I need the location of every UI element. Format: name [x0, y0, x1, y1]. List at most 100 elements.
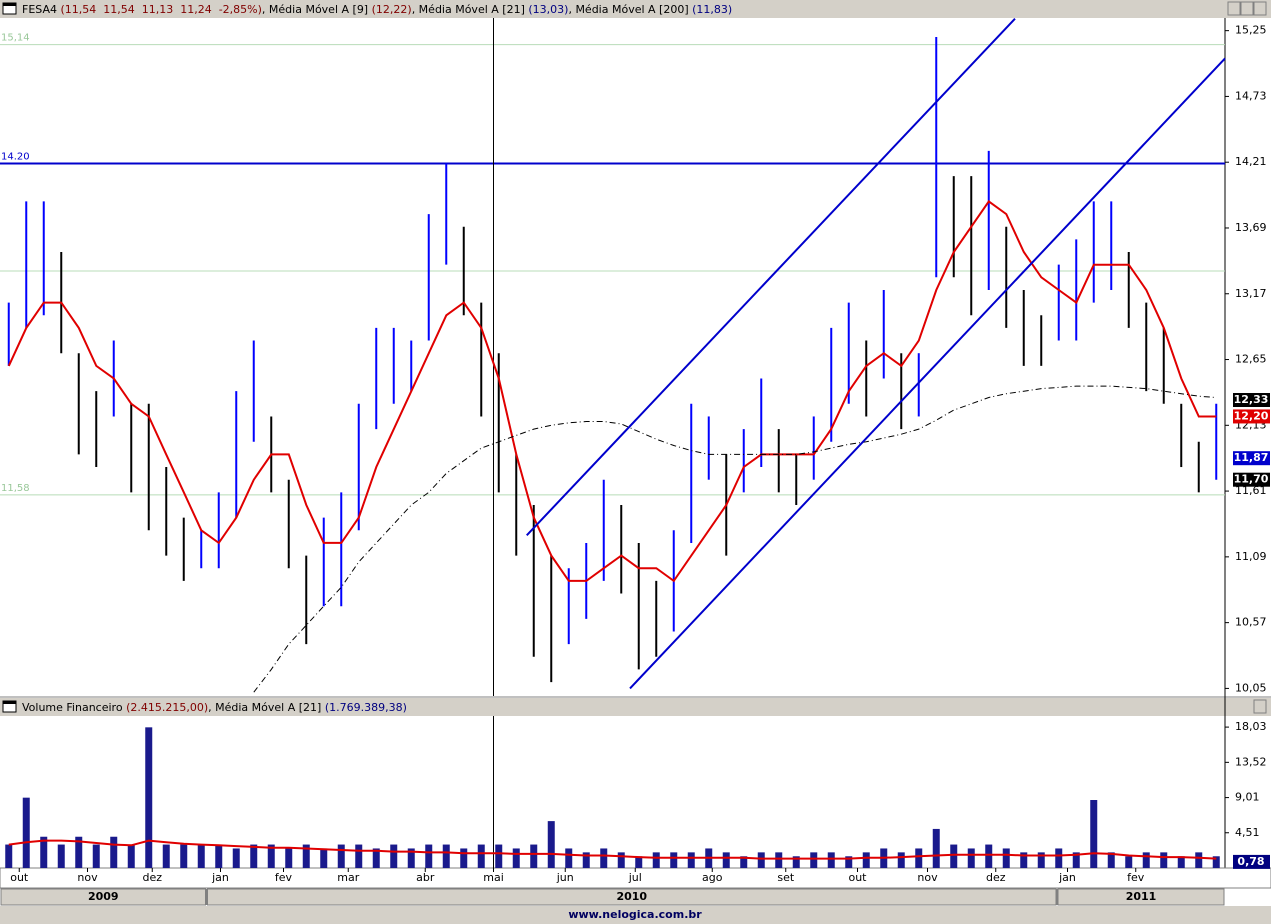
- trend-line: [526, 17, 1016, 537]
- window-icon-bar: [3, 701, 16, 704]
- volume-bar: [1125, 856, 1133, 868]
- volume-bar: [1177, 856, 1185, 868]
- volume-bar: [92, 844, 100, 868]
- volume-bar: [390, 844, 398, 868]
- volume-bar: [162, 844, 170, 868]
- x-tick-label: dez: [142, 871, 162, 884]
- volume-bar: [1107, 852, 1115, 868]
- price-tag-label: 12,20: [1234, 409, 1269, 422]
- volume-bar: [407, 848, 415, 868]
- volume-bar: [932, 828, 940, 868]
- volume-bar: [1055, 848, 1063, 868]
- legend-item: Volume Financeiro: [22, 701, 126, 714]
- legend-item: FESA4: [22, 3, 60, 16]
- y-tick-label: 13,17: [1235, 287, 1267, 300]
- x-tick-label: mar: [337, 871, 359, 884]
- close-button[interactable]: [1253, 699, 1267, 714]
- y-tick-label: 11,61: [1235, 484, 1267, 497]
- volume-bar: [57, 844, 65, 868]
- year-cell: [207, 888, 1057, 906]
- x-tick-label: mai: [483, 871, 504, 884]
- volume-bar: [1002, 848, 1010, 868]
- volume-bar: [722, 852, 730, 868]
- y-tick-label: 12,65: [1235, 353, 1267, 366]
- volume-bar: [337, 844, 345, 868]
- x-tick-label: set: [777, 871, 794, 884]
- x-tick-label: abr: [416, 871, 435, 884]
- legend-item: (11,83): [692, 3, 732, 16]
- volume-bar: [197, 844, 205, 868]
- year-label: 2011: [1126, 890, 1157, 903]
- volume-bar: [862, 852, 870, 868]
- y-tick-label: 15,25: [1235, 24, 1267, 37]
- volume-bar: [1037, 852, 1045, 868]
- y-tick-label: 13,69: [1235, 221, 1267, 234]
- volume-bar: [1142, 852, 1150, 868]
- volume-bar: [967, 848, 975, 868]
- volume-bar: [512, 848, 520, 868]
- price-tag-label: 12,33: [1234, 393, 1269, 406]
- x-tick-label: jan: [211, 871, 229, 884]
- volume-bar: [985, 844, 993, 868]
- legend-item: (2.415.215,00): [126, 701, 208, 714]
- price-tag-label: 11,87: [1234, 451, 1269, 464]
- volume-bar: [740, 856, 748, 868]
- maximize-button[interactable]: [1227, 1, 1241, 16]
- legend-item: (13,03): [528, 3, 568, 16]
- legend-item: (11,54 11,54 11,13 11,24 -2,85%): [60, 3, 261, 16]
- legend-item: , Média Móvel A [9]: [262, 3, 372, 16]
- volume-bar: [810, 852, 818, 868]
- footer-url: www.nelogica.com.br: [568, 908, 702, 921]
- price-pane-header: [0, 0, 1271, 18]
- x-tick-label: fev: [275, 871, 293, 884]
- year-label: 2010: [616, 890, 647, 903]
- x-tick-label: ago: [702, 871, 723, 884]
- y-tick-label: 9,01: [1235, 791, 1260, 804]
- close-button[interactable]: [1253, 1, 1267, 16]
- volume-bar: [232, 848, 240, 868]
- price-tag: [1233, 393, 1270, 408]
- volume-bar: [40, 836, 48, 868]
- volume-bar: [897, 852, 905, 868]
- x-tick-label: jul: [628, 871, 642, 884]
- volume-bar: [5, 844, 13, 868]
- volume-bar: [582, 852, 590, 868]
- volume-bar: [547, 821, 555, 868]
- volume-bar: [425, 844, 433, 868]
- volume-bar: [530, 844, 538, 868]
- volume-bar: [1072, 852, 1080, 868]
- volume-bar: [617, 852, 625, 868]
- year-cell: [1057, 888, 1225, 906]
- legend-item: (1.769.389,38): [325, 701, 407, 714]
- legend-item: (12,22): [372, 3, 412, 16]
- y-tick-label: 10,57: [1235, 616, 1267, 629]
- y-tick-label: 13,52: [1235, 755, 1267, 768]
- volume-bar: [127, 844, 135, 868]
- volume-pane-header: [0, 698, 1271, 716]
- volume-bar: [145, 727, 153, 868]
- volume-bar: [460, 848, 468, 868]
- volume-bar: [1090, 800, 1098, 868]
- volume-bar: [250, 844, 258, 868]
- y-tick-label: 10,05: [1235, 681, 1267, 694]
- volume-bar: [320, 848, 328, 868]
- volume-bar: [670, 852, 678, 868]
- volume-bar: [687, 852, 695, 868]
- footer-bar: [0, 906, 1271, 924]
- price-tag: [1233, 472, 1270, 487]
- volume-bar: [757, 852, 765, 868]
- volume-bar: [565, 848, 573, 868]
- reference-label: 15,14: [1, 33, 30, 44]
- price-tag: [1233, 451, 1270, 466]
- volume-bar: [285, 848, 293, 868]
- restore-button[interactable]: [1240, 1, 1254, 16]
- volume-bar: [775, 852, 783, 868]
- legend-item: , Média Móvel A [21]: [412, 3, 529, 16]
- volume-bar: [792, 856, 800, 868]
- reference-label: 14.20: [1, 151, 30, 162]
- y-tick-label: 14,73: [1235, 89, 1267, 102]
- volume-bar: [267, 844, 275, 868]
- legend-item: , Média Móvel A [21]: [208, 701, 325, 714]
